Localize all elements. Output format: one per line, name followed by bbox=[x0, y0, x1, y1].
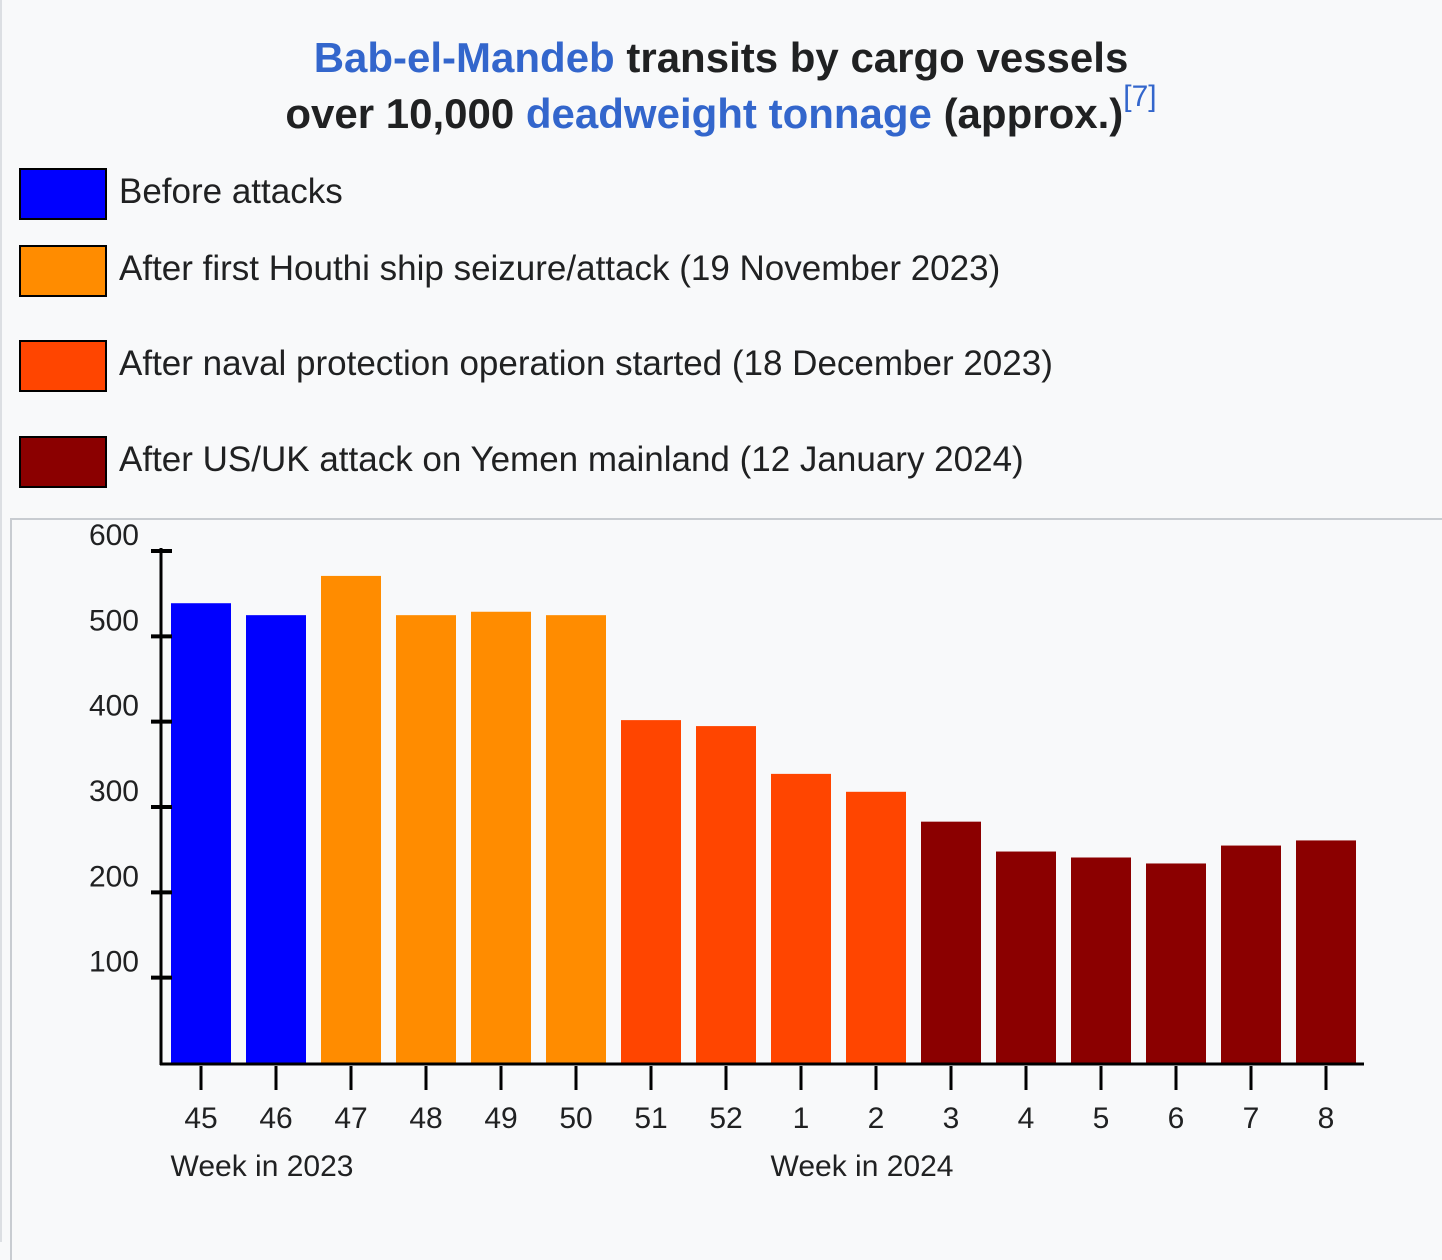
x-tick-label-4: 4 bbox=[1018, 1102, 1035, 1135]
bar-week-8 bbox=[1296, 840, 1356, 1064]
bar-week-5 bbox=[1071, 857, 1131, 1064]
bar-week-51 bbox=[621, 720, 681, 1064]
x-tick-label-46: 46 bbox=[259, 1102, 292, 1135]
x-tick-label-7: 7 bbox=[1243, 1102, 1260, 1135]
y-tick-label-300: 300 bbox=[89, 775, 139, 808]
x-tick-label-3: 3 bbox=[943, 1102, 960, 1135]
bar-week-47 bbox=[321, 575, 381, 1064]
x-tick-label-52: 52 bbox=[709, 1102, 742, 1135]
bar-week-2 bbox=[846, 791, 906, 1064]
x-tick-label-6: 6 bbox=[1168, 1102, 1185, 1135]
bab-el-mandeb-link[interactable]: Bab-el-Mandeb bbox=[313, 34, 615, 81]
legend-label: After first Houthi ship seizure/attack (… bbox=[119, 249, 1001, 288]
x-axis-group-label-2024: Week in 2024 bbox=[771, 1150, 954, 1183]
reference-link[interactable]: [7] bbox=[1123, 80, 1157, 113]
legend-swatch bbox=[19, 436, 107, 488]
y-tick-label-100: 100 bbox=[89, 946, 139, 979]
y-tick-label-500: 500 bbox=[89, 604, 139, 637]
x-tick-label-47: 47 bbox=[334, 1102, 367, 1135]
bar-week-1 bbox=[771, 773, 831, 1064]
x-tick-label-51: 51 bbox=[634, 1102, 667, 1135]
bar-week-50 bbox=[546, 615, 606, 1064]
x-axis-group-label-2023: Week in 2023 bbox=[171, 1150, 354, 1183]
x-tick-label-1: 1 bbox=[793, 1102, 810, 1135]
legend-label: Before attacks bbox=[119, 172, 343, 211]
y-tick-label-600: 600 bbox=[89, 519, 139, 552]
legend-label: After naval protection operation started… bbox=[119, 344, 1053, 383]
bar-week-52 bbox=[696, 726, 756, 1064]
title-text-1: transits by cargo vessels bbox=[614, 34, 1129, 81]
bar-week-6 bbox=[1146, 863, 1206, 1064]
legend-label: After US/UK attack on Yemen mainland (12… bbox=[119, 440, 1024, 479]
legend-swatch bbox=[19, 245, 107, 297]
bar-week-48 bbox=[396, 615, 456, 1064]
y-tick-label-200: 200 bbox=[89, 860, 139, 893]
x-tick-label-45: 45 bbox=[184, 1102, 217, 1135]
x-tick-label-8: 8 bbox=[1318, 1102, 1335, 1135]
chart-title: Bab-el-Mandeb transits by cargo vessels … bbox=[0, 30, 1442, 142]
bar-week-45 bbox=[171, 603, 231, 1064]
title-text-3: (approx.) bbox=[931, 90, 1124, 137]
bar-week-49 bbox=[471, 611, 531, 1064]
deadweight-tonnage-link[interactable]: deadweight tonnage bbox=[525, 90, 932, 137]
x-tick-label-5: 5 bbox=[1093, 1102, 1110, 1135]
bar-week-3 bbox=[921, 821, 981, 1064]
y-tick-label-400: 400 bbox=[89, 690, 139, 723]
page-border bbox=[0, 0, 2, 1242]
bar-week-7 bbox=[1221, 845, 1281, 1064]
x-tick-label-48: 48 bbox=[409, 1102, 442, 1135]
x-tick-label-49: 49 bbox=[484, 1102, 517, 1135]
title-line-2: over 10,000 deadweight tonnage (approx.)… bbox=[0, 82, 1442, 142]
x-tick-label-50: 50 bbox=[559, 1102, 592, 1135]
title-line-1: Bab-el-Mandeb transits by cargo vessels bbox=[0, 30, 1442, 86]
x-tick-label-2: 2 bbox=[868, 1102, 885, 1135]
title-text-2: over 10,000 bbox=[285, 90, 526, 137]
legend-swatch bbox=[19, 168, 107, 220]
legend-swatch bbox=[19, 340, 107, 392]
bar-week-46 bbox=[246, 615, 306, 1064]
bar-week-4 bbox=[996, 851, 1056, 1064]
